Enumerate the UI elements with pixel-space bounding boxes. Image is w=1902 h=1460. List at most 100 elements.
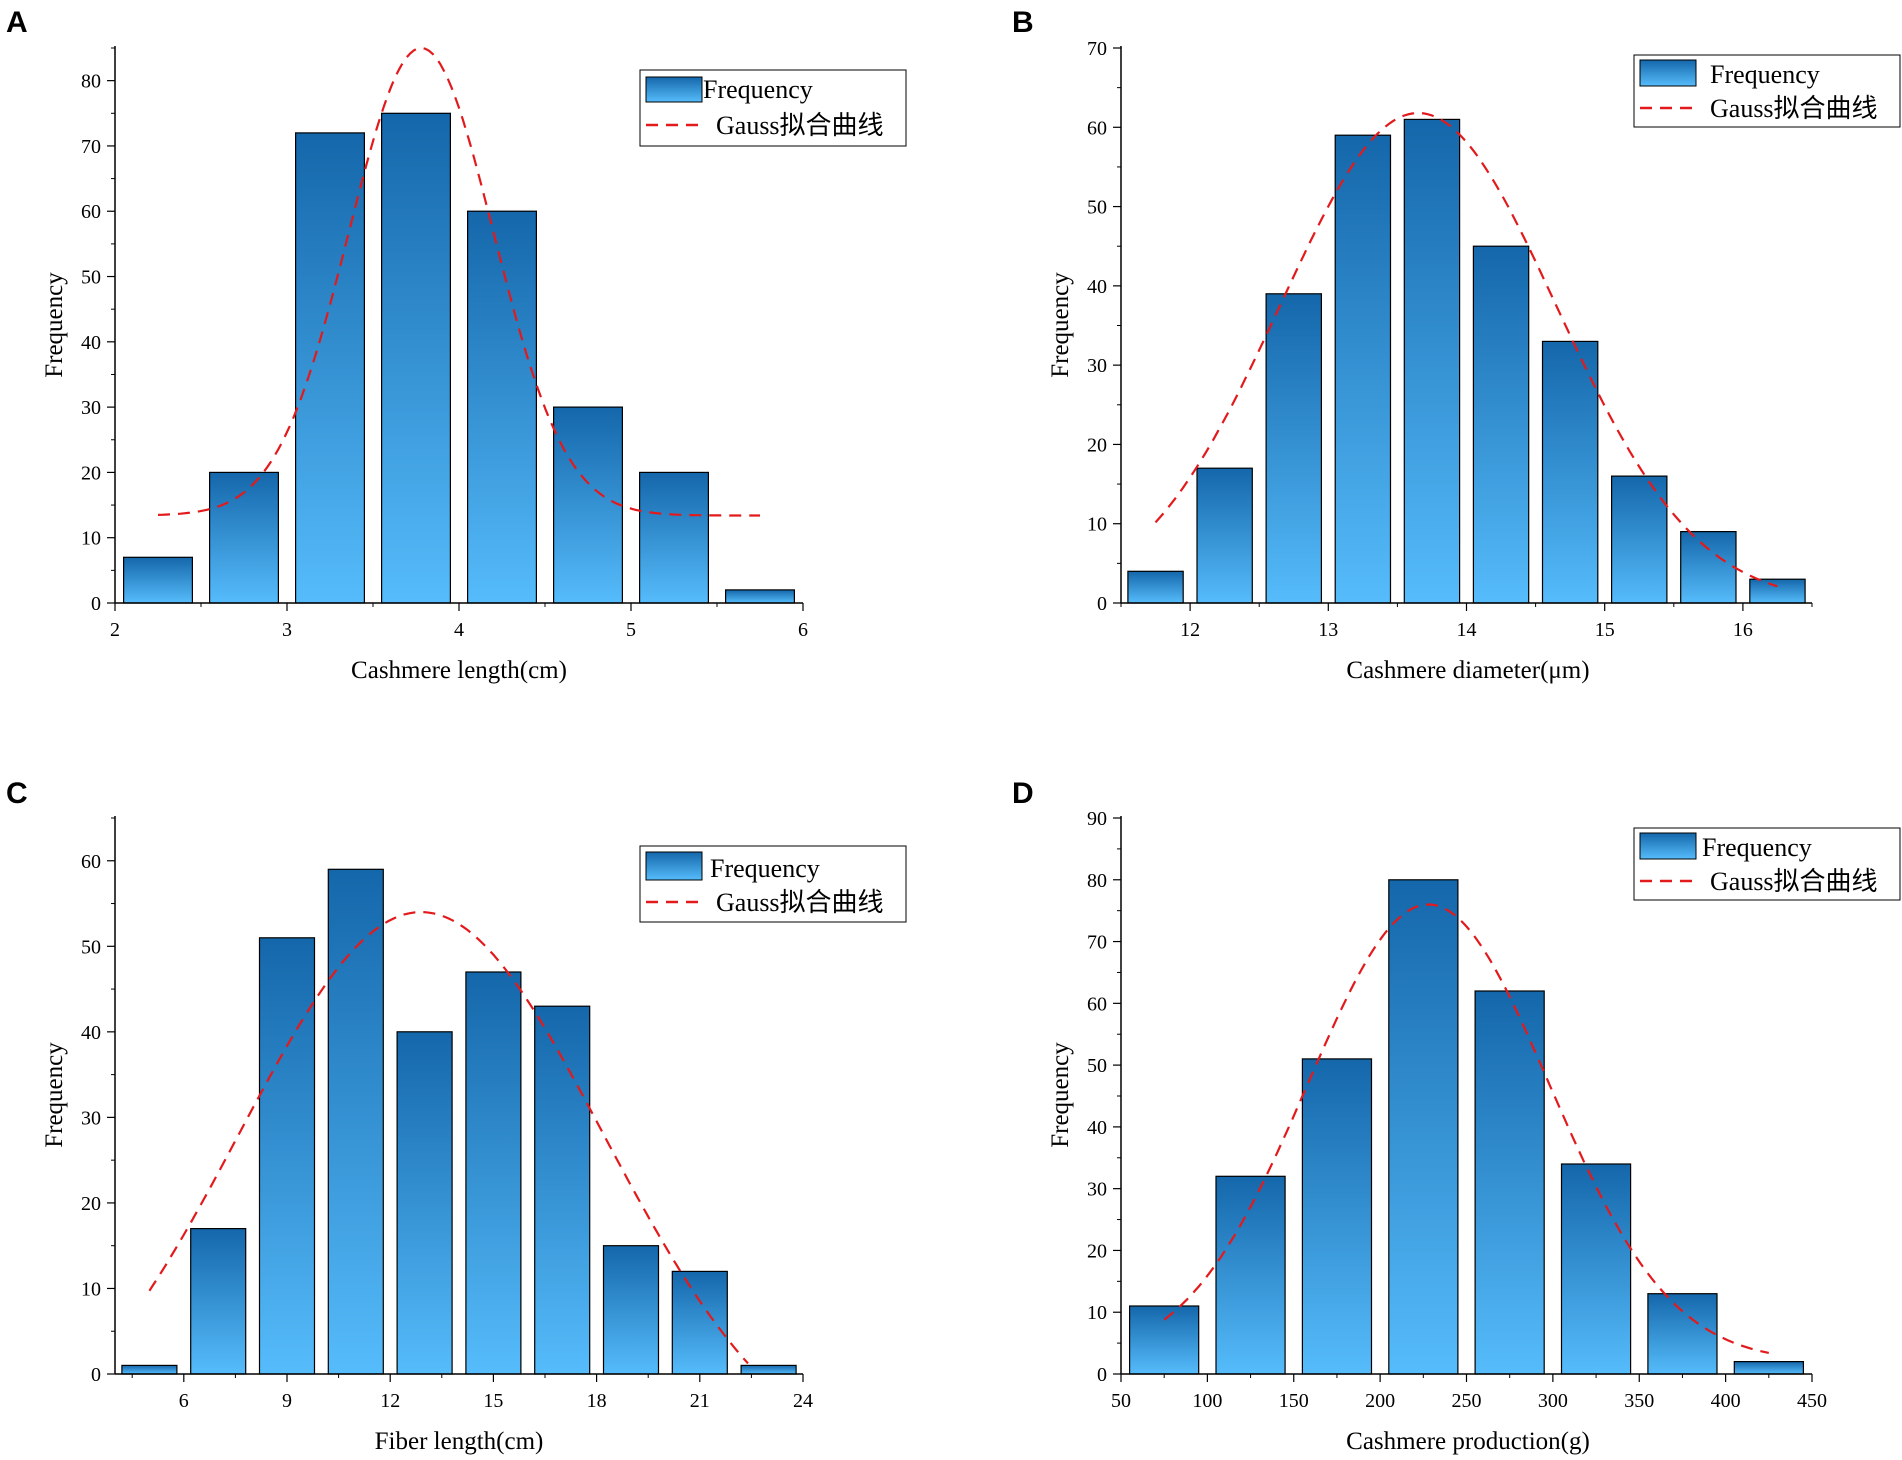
- chart-a-y-tick-label: 30: [81, 397, 101, 419]
- chart-d-bar-6: [1560, 1163, 1632, 1375]
- chart-b-legend: Frequency Gauss拟合曲线: [1633, 54, 1901, 128]
- chart-a-x-axis-title: Cashmere length(cm): [351, 657, 567, 684]
- chart-b-y-tick-label: 0: [1097, 593, 1107, 615]
- chart-c-gauss-fit-line: [148, 910, 749, 1365]
- chart-c-y-tick-label: 10: [81, 1278, 101, 1300]
- chart-b-x-tick-label: 12: [1180, 619, 1200, 641]
- chart-d-legend-bar-swatch: [1639, 832, 1697, 860]
- chart-d-y-tick-label: 20: [1087, 1240, 1107, 1262]
- chart-b-bar-9: [1680, 530, 1737, 604]
- chart-b-bar-10: [1749, 578, 1806, 604]
- chart-a-bar-7: [638, 471, 709, 604]
- chart-d-x-tick-label: 300: [1538, 1390, 1568, 1412]
- chart-a-bar-2: [209, 471, 280, 604]
- chart-a-legend-line-label: Gauss拟合曲线: [716, 111, 884, 140]
- chart-a-y-axis-title: Frequency: [41, 272, 68, 378]
- chart-d-legend: Frequency Gauss拟合曲线: [1633, 827, 1901, 901]
- chart-b-x-tick-label: 13: [1318, 619, 1338, 641]
- chart-c-bar-4: [327, 868, 384, 1375]
- chart-c-x-tick-label: 15: [483, 1390, 503, 1412]
- chart-b-y-tick-label: 60: [1087, 117, 1107, 139]
- chart-c-y-tick-label: 30: [81, 1107, 101, 1129]
- chart-d-bar-3: [1301, 1058, 1373, 1375]
- chart-a-x-tick-label: 4: [454, 619, 464, 641]
- chart-b-bar-5: [1403, 118, 1461, 604]
- chart-a-x-tick-label: 5: [626, 619, 636, 641]
- chart-d-y-tick-label: 90: [1087, 808, 1107, 830]
- chart-d-plot: 0 10 20 30 40 50 60 70 80 90 50 100 150 200 250 300 350 4…: [1087, 808, 1827, 1412]
- chart-d-bar-7: [1647, 1293, 1718, 1375]
- chart-d-y-tick-label: 60: [1087, 993, 1107, 1015]
- chart-c-bar-7: [534, 1005, 591, 1375]
- chart-c-x-tick-label: 21: [690, 1390, 710, 1412]
- chart-c-x-tick-label: 24: [793, 1390, 813, 1412]
- chart-b-x-tick-label: 15: [1595, 619, 1615, 641]
- chart-c-y-tick-label: 40: [81, 1022, 101, 1044]
- chart-d-x-tick-label: 250: [1452, 1390, 1482, 1412]
- chart-c-legend-bars-label: Frequency: [710, 854, 820, 883]
- chart-d-bar-2: [1215, 1175, 1286, 1375]
- chart-a-bar-5: [467, 210, 538, 604]
- chart-d-x-tick-label: 400: [1711, 1390, 1741, 1412]
- chart-b-y-tick-label: 40: [1087, 276, 1107, 298]
- chart-a-legend-bar-swatch: [645, 76, 703, 103]
- chart-d-y-tick-label: 10: [1087, 1302, 1107, 1324]
- chart-c-x-tick-label: 6: [179, 1390, 189, 1412]
- chart-d-bar-4: [1388, 879, 1459, 1375]
- chart-b-legend-line-label: Gauss拟合曲线: [1710, 94, 1878, 123]
- chart-b-legend-bar-swatch: [1639, 59, 1697, 87]
- chart-b-y-tick-label: 70: [1087, 38, 1107, 60]
- chart-c-bar-1: [121, 1364, 178, 1375]
- chart-c-bar-10: [740, 1364, 797, 1375]
- chart-d-legend-line-label: Gauss拟合曲线: [1710, 867, 1878, 896]
- chart-a-plot: 0 10 20 30 40 50 60 70 80 2 3 4 5 6: [81, 46, 808, 641]
- chart-d-y-tick-label: 50: [1087, 1055, 1107, 1077]
- chart-b-y-axis-title: Frequency: [1047, 272, 1074, 378]
- chart-c-legend-bar-swatch: [645, 851, 703, 881]
- chart-d-bar-8: [1733, 1360, 1805, 1375]
- chart-d-y-tick-label: 80: [1087, 870, 1107, 892]
- chart-a-y-tick-label: 50: [81, 267, 101, 289]
- chart-a-y-tick-label: 70: [81, 136, 101, 158]
- chart-b-bar-2: [1196, 467, 1253, 604]
- chart-a-legend: Frequency Gauss拟合曲线: [639, 69, 907, 147]
- chart-c-bar-8: [602, 1245, 660, 1375]
- panel-letter-a: A: [6, 6, 28, 39]
- chart-d-y-tick-label: 70: [1087, 932, 1107, 954]
- chart-a-bar-3: [295, 132, 366, 604]
- chart-c-x-tick-label: 9: [282, 1390, 292, 1412]
- chart-b-plot: 0 10 20 30 40 50 60 70 12 13 14 15 16: [1087, 38, 1813, 641]
- chart-c-plot: 0 10 20 30 40 50 60 6 9 12 15 18 21 24: [81, 816, 813, 1412]
- panel-b: B 0 10 20 30 40 50 60 70 12 13 14 15 16 Cashmere dia…: [1012, 6, 1901, 684]
- chart-c-y-tick-label: 0: [91, 1364, 101, 1386]
- chart-a-gauss-fit-line: [157, 46, 760, 517]
- chart-d-gauss-fit-line: [1163, 903, 1770, 1354]
- chart-a-x-tick-label: 6: [798, 619, 808, 641]
- panel-letter-c: C: [6, 777, 28, 810]
- chart-b-x-tick-label: 16: [1733, 619, 1753, 641]
- chart-c-x-tick-label: 12: [380, 1390, 400, 1412]
- chart-b-x-axis-title: Cashmere diameter(μm): [1346, 657, 1589, 684]
- chart-b-legend-bars-label: Frequency: [1710, 60, 1820, 89]
- chart-a-x-tick-label: 3: [282, 619, 292, 641]
- panel-c: C 0 10 20 30 40 50 60 6 9 12 15 18 21 24 Fiber length…: [6, 777, 907, 1455]
- chart-d-x-tick-label: 350: [1624, 1390, 1654, 1412]
- chart-d-y-tick-label: 0: [1097, 1364, 1107, 1386]
- chart-a-bar-8: [724, 589, 795, 604]
- chart-d-x-tick-label: 200: [1365, 1390, 1395, 1412]
- chart-d-bar-1: [1128, 1305, 1200, 1375]
- chart-a-y-tick-label: 60: [81, 201, 101, 223]
- chart-c-x-tick-label: 18: [587, 1390, 607, 1412]
- chart-d-x-axis-title: Cashmere production(g): [1346, 1428, 1590, 1455]
- chart-c-bar-9: [671, 1270, 728, 1375]
- chart-c-y-tick-label: 50: [81, 936, 101, 958]
- chart-a-y-tick-label: 40: [81, 332, 101, 354]
- chart-d-x-tick-label: 450: [1797, 1390, 1827, 1412]
- panel-letter-b: B: [1012, 6, 1034, 39]
- chart-b-y-tick-label: 50: [1087, 197, 1107, 219]
- chart-d-bar-5: [1474, 990, 1545, 1375]
- chart-a-legend-bars-label: Frequency: [703, 75, 813, 104]
- chart-c-y-axis-title: Frequency: [41, 1042, 68, 1148]
- chart-d-y-tick-label: 40: [1087, 1117, 1107, 1139]
